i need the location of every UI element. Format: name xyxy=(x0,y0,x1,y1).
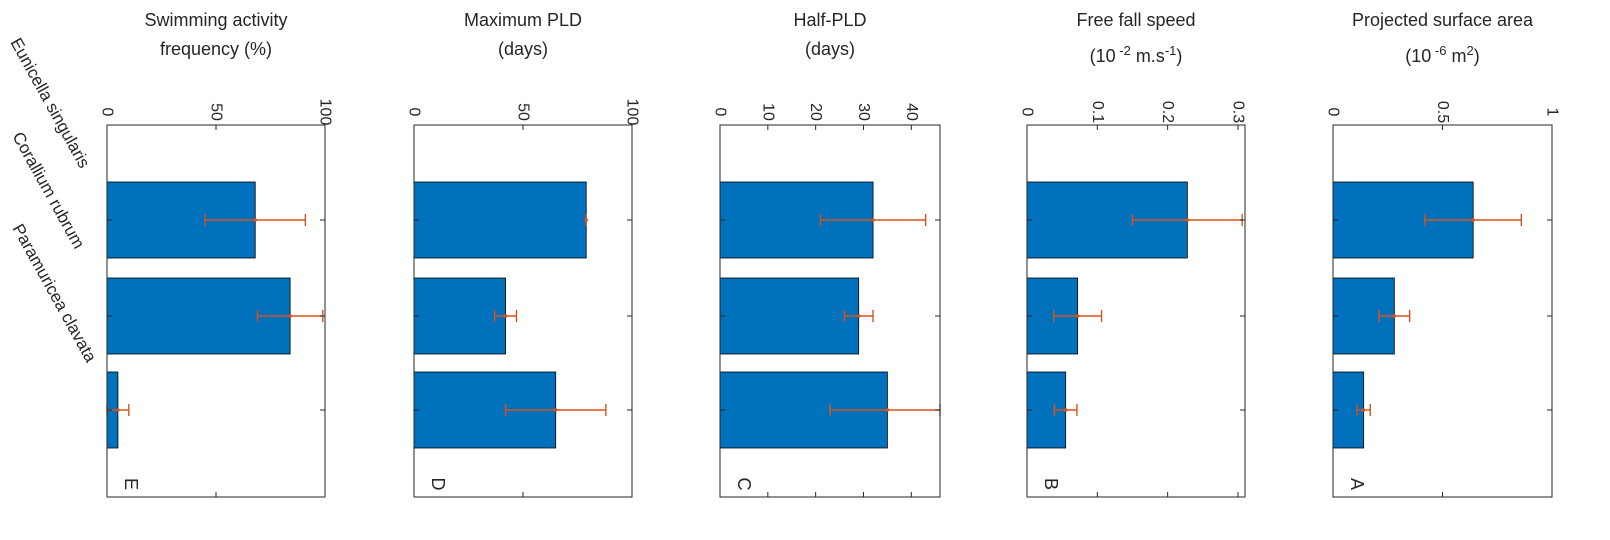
unit-part: m xyxy=(1446,46,1466,66)
panel-title: Swimming activity xyxy=(144,10,287,30)
error-center-dot xyxy=(1185,218,1190,222)
error-bar-1 xyxy=(204,214,307,226)
error-center-dot xyxy=(885,408,890,412)
bar-2 xyxy=(413,277,506,355)
panel-letter: C xyxy=(734,478,754,491)
panel-title: Projected surface area xyxy=(1352,10,1534,30)
tick-label: 20 xyxy=(807,103,824,121)
tick-label: 40 xyxy=(903,103,920,121)
error-bar-2 xyxy=(493,310,518,322)
panel-unit: (10 -6 m2) xyxy=(1405,43,1479,66)
panel-e: 0 50 100 E Swimming activity frequency (%) xyxy=(99,10,334,498)
panel-unit: frequency (%) xyxy=(160,39,272,59)
tick-label: 50 xyxy=(515,103,532,121)
bar-2 xyxy=(719,277,860,355)
panel-c: 0 10 20 30 40 C Half-PLD (days) xyxy=(712,10,941,498)
error-center-dot xyxy=(288,314,292,318)
tick-label: 50 xyxy=(208,103,225,121)
tick-label: 0 xyxy=(712,108,729,117)
axes-box xyxy=(719,124,941,498)
error-center-dot xyxy=(553,408,558,412)
tick-label: 0 xyxy=(1325,108,1342,117)
error-center-dot xyxy=(1361,408,1366,412)
error-center-dot xyxy=(1063,408,1068,412)
error-bar-2 xyxy=(1053,310,1103,322)
error-bar-1 xyxy=(584,214,589,226)
error-bar-3 xyxy=(1356,404,1371,416)
tick-label: 100 xyxy=(624,99,641,126)
panel-unit: (days) xyxy=(805,39,855,59)
tick-label: 0 xyxy=(406,108,423,117)
panel-letter: B xyxy=(1041,478,1061,490)
panel-letter: E xyxy=(121,478,141,490)
unit-part: 2 xyxy=(1466,43,1473,58)
panel-title: Free fall speed xyxy=(1076,10,1195,30)
error-bar-1 xyxy=(1424,214,1523,226)
tick-label: 0.1 xyxy=(1089,101,1106,123)
panel-letter: D xyxy=(428,478,448,491)
error-center-dot xyxy=(503,314,508,318)
unit-part: -6 xyxy=(1431,43,1446,58)
tick-label: 0 xyxy=(99,108,116,117)
unit-part: ) xyxy=(1176,46,1182,66)
error-bar-3 xyxy=(1053,404,1078,416)
bar-1 xyxy=(413,181,587,259)
error-bar-3 xyxy=(504,404,607,416)
tick-label: 0.2 xyxy=(1159,101,1176,123)
tick-label: 10 xyxy=(759,103,776,121)
error-center-dot xyxy=(871,218,875,222)
error-center-dot xyxy=(1471,218,1475,222)
error-center-dot xyxy=(1075,314,1080,318)
panel-d: 0 50 100 D Maximum PLD (days) xyxy=(406,10,641,498)
unit-part: -1 xyxy=(1165,43,1177,58)
panel-unit: (days) xyxy=(498,39,548,59)
tick-label: 0 xyxy=(1019,108,1036,117)
unit-part: m.s xyxy=(1131,46,1165,66)
panel-title: Maximum PLD xyxy=(464,10,582,30)
panel-unit: (10 -2 m.s-1) xyxy=(1090,43,1183,66)
tick-label: 1 xyxy=(1544,108,1561,117)
tick-label: 0.5 xyxy=(1434,101,1451,123)
unit-part: -2 xyxy=(1116,43,1131,58)
error-bar-1 xyxy=(1131,214,1243,226)
panel-a: 0 0.5 1 A Projected surface area (10 -6 m2) xyxy=(1325,10,1561,498)
error-center-dot xyxy=(116,408,120,412)
tick-label: 0.3 xyxy=(1229,101,1246,123)
error-bar-2 xyxy=(843,310,874,322)
tick-label: 30 xyxy=(855,103,872,121)
unit-part: ) xyxy=(1474,46,1480,66)
error-center-dot xyxy=(856,314,861,318)
unit-part: (10 xyxy=(1090,46,1116,66)
axes-box xyxy=(1026,124,1246,498)
unit-part: (10 xyxy=(1405,46,1431,66)
error-bar-2 xyxy=(1378,310,1411,322)
tick-label: 100 xyxy=(317,99,334,126)
panel-title: Half-PLD xyxy=(793,10,866,30)
error-bar-1 xyxy=(819,214,927,226)
panel-b: 0 0.1 0.2 0.3 B Free fall speed (10 -2 m.s-1) xyxy=(1019,10,1246,498)
error-center-dot xyxy=(253,218,258,222)
error-center-dot xyxy=(584,218,589,222)
panel-letter: A xyxy=(1347,478,1367,490)
error-center-dot xyxy=(1392,314,1397,318)
